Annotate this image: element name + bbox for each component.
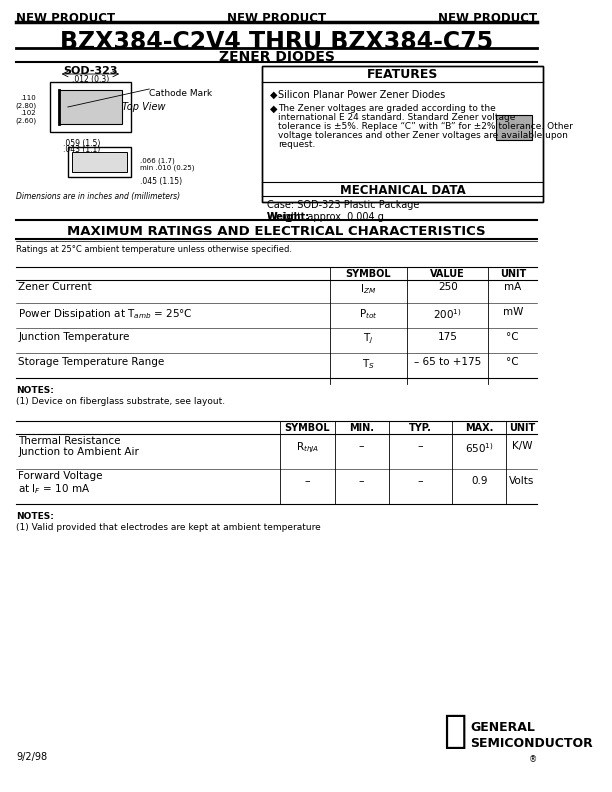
Text: –: – xyxy=(418,441,424,451)
Text: Cathode Mark: Cathode Mark xyxy=(149,89,212,98)
Text: BZX384-C2V4 THRU BZX384-C75: BZX384-C2V4 THRU BZX384-C75 xyxy=(60,30,493,54)
Text: NOTES:: NOTES: xyxy=(17,512,54,521)
Text: Thermal Resistance: Thermal Resistance xyxy=(18,436,121,446)
Text: –: – xyxy=(418,476,424,486)
Text: TYP.: TYP. xyxy=(409,423,432,433)
Text: 250: 250 xyxy=(438,282,458,292)
Text: at I$_F$ = 10 mA: at I$_F$ = 10 mA xyxy=(18,482,91,496)
Text: °C: °C xyxy=(507,332,519,342)
Text: SOD-323: SOD-323 xyxy=(63,66,118,76)
Text: 0.9: 0.9 xyxy=(471,476,488,486)
Text: Power Dissipation at T$_{amb}$ = 25°C: Power Dissipation at T$_{amb}$ = 25°C xyxy=(18,307,193,321)
Text: international E 24 standard. Standard Zener voltage: international E 24 standard. Standard Ze… xyxy=(278,113,515,122)
Text: (1) Device on fiberglass substrate, see layout.: (1) Device on fiberglass substrate, see … xyxy=(17,397,225,406)
Text: – 65 to +175: – 65 to +175 xyxy=(414,357,481,367)
Bar xyxy=(50,82,131,132)
Text: ◆: ◆ xyxy=(269,90,277,100)
Text: 9/2/98: 9/2/98 xyxy=(17,752,47,762)
Text: Silicon Planar Power Zener Diodes: Silicon Planar Power Zener Diodes xyxy=(278,90,445,100)
Text: ®: ® xyxy=(529,755,537,764)
Text: ◆: ◆ xyxy=(269,104,277,114)
Bar xyxy=(72,152,127,172)
Text: K/W: K/W xyxy=(512,441,532,451)
Text: –: – xyxy=(359,476,365,486)
Text: Weight:: Weight: xyxy=(267,212,310,222)
Text: Top View: Top View xyxy=(122,102,166,112)
Text: (1) Valid provided that electrodes are kept at ambient temperature: (1) Valid provided that electrodes are k… xyxy=(17,523,321,532)
Text: ZENER DIODES: ZENER DIODES xyxy=(219,50,335,64)
Text: GENERAL
SEMICONDUCTOR: GENERAL SEMICONDUCTOR xyxy=(470,721,593,750)
Text: MAX.: MAX. xyxy=(465,423,493,433)
Text: SYMBOL: SYMBOL xyxy=(285,423,330,433)
Text: I$_{ZM}$: I$_{ZM}$ xyxy=(360,282,376,295)
Text: T$_j$: T$_j$ xyxy=(363,332,373,346)
Text: MAXIMUM RATINGS AND ELECTRICAL CHARACTERISTICS: MAXIMUM RATINGS AND ELECTRICAL CHARACTER… xyxy=(67,225,486,238)
Text: Weight: approx. 0.004 g: Weight: approx. 0.004 g xyxy=(267,212,384,222)
Text: Zener Current: Zener Current xyxy=(18,282,92,292)
Text: .045 (1.15): .045 (1.15) xyxy=(140,177,182,186)
Text: Storage Temperature Range: Storage Temperature Range xyxy=(18,357,165,367)
Text: mW: mW xyxy=(502,307,523,317)
Text: Ⓖ: Ⓖ xyxy=(443,712,466,750)
Text: .102
(2.60): .102 (2.60) xyxy=(15,110,36,124)
Text: Case: SOD-323 Plastic Package: Case: SOD-323 Plastic Package xyxy=(267,200,419,210)
Text: NOTES:: NOTES: xyxy=(17,386,54,395)
Text: FEATURES: FEATURES xyxy=(367,68,438,81)
Text: Dimensions are in inches and (millimeters): Dimensions are in inches and (millimeter… xyxy=(17,192,181,201)
Text: Junction to Ambient Air: Junction to Ambient Air xyxy=(18,447,139,457)
Bar xyxy=(263,66,543,202)
Text: .066 (1.7)
min .010 (0.25): .066 (1.7) min .010 (0.25) xyxy=(140,157,195,171)
Text: Junction Temperature: Junction Temperature xyxy=(18,332,130,342)
Text: UNIT: UNIT xyxy=(499,269,526,279)
Text: SYMBOL: SYMBOL xyxy=(345,269,391,279)
Text: .043 (1.1): .043 (1.1) xyxy=(63,145,100,154)
Text: R$_{thJA}$: R$_{thJA}$ xyxy=(296,441,319,455)
Bar xyxy=(68,147,131,177)
Text: request.: request. xyxy=(278,140,315,149)
Text: Forward Voltage: Forward Voltage xyxy=(18,471,103,481)
Text: VALUE: VALUE xyxy=(430,269,465,279)
Text: tolerance is ±5%. Replace “C” with “B” for ±2% tolerance. Other: tolerance is ±5%. Replace “C” with “B” f… xyxy=(278,122,573,131)
Text: .059 (1.5): .059 (1.5) xyxy=(63,139,101,148)
Text: NEW PRODUCT: NEW PRODUCT xyxy=(438,12,537,25)
Text: .012 (0.3): .012 (0.3) xyxy=(72,75,109,84)
Text: 650$^{1)}$: 650$^{1)}$ xyxy=(465,441,494,455)
Bar xyxy=(59,90,122,124)
Bar xyxy=(263,66,543,202)
Text: NEW PRODUCT: NEW PRODUCT xyxy=(227,12,326,25)
Text: Volts: Volts xyxy=(509,476,534,486)
Text: .110
(2.80): .110 (2.80) xyxy=(15,95,36,109)
Text: –: – xyxy=(305,476,310,486)
Text: MECHANICAL DATA: MECHANICAL DATA xyxy=(340,184,465,197)
Text: The Zener voltages are graded according to the: The Zener voltages are graded according … xyxy=(278,104,495,113)
Text: MIN.: MIN. xyxy=(349,423,375,433)
Text: P$_{tot}$: P$_{tot}$ xyxy=(359,307,378,321)
Bar xyxy=(496,115,532,140)
Text: voltage tolerances and other Zener voltages are available upon: voltage tolerances and other Zener volta… xyxy=(278,131,567,140)
Text: 175: 175 xyxy=(438,332,458,342)
Text: mA: mA xyxy=(504,282,521,292)
Text: –: – xyxy=(359,441,365,451)
Text: T$_S$: T$_S$ xyxy=(362,357,375,371)
Text: °C: °C xyxy=(507,357,519,367)
Text: NEW PRODUCT: NEW PRODUCT xyxy=(17,12,116,25)
Text: UNIT: UNIT xyxy=(509,423,535,433)
Text: Ratings at 25°C ambient temperature unless otherwise specified.: Ratings at 25°C ambient temperature unle… xyxy=(17,245,293,254)
Text: 200$^{1)}$: 200$^{1)}$ xyxy=(433,307,462,321)
